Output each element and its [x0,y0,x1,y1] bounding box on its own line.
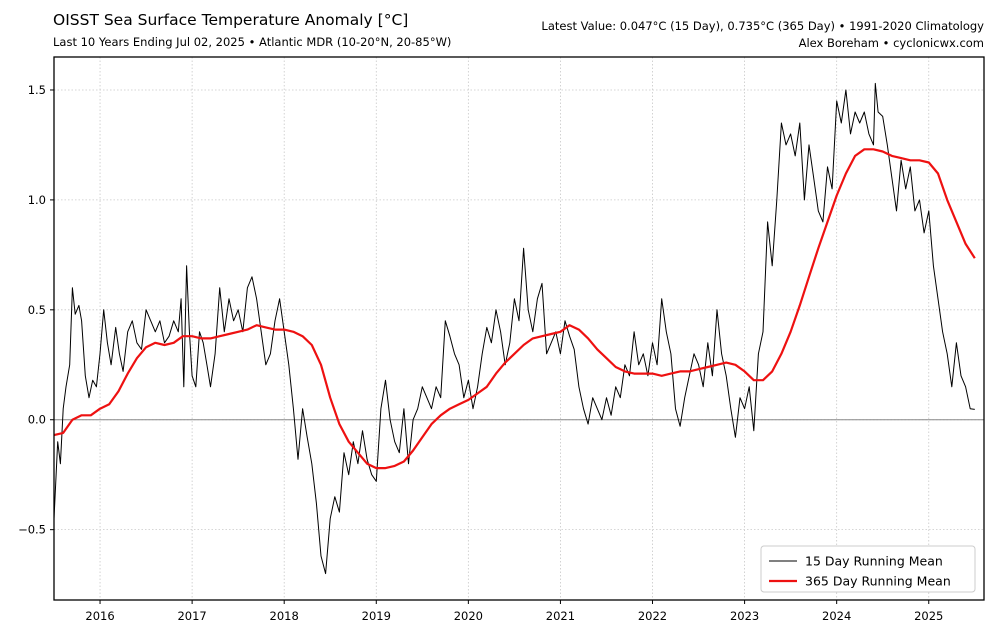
chart-title: OISST Sea Surface Temperature Anomaly [°… [53,11,409,29]
chart-info: Latest Value: 0.047°C (15 Day), 0.735°C … [541,18,984,52]
series-line-15-day [53,82,975,575]
x-tick-label: 2019 [362,609,391,623]
legend-label: 365 Day Running Mean [805,574,951,589]
series-line-365-day [53,148,976,470]
y-tick-label: 1.0 [28,193,46,207]
legend-box [760,545,976,593]
legend: 15 Day Running Mean 365 Day Running Mean [760,545,976,593]
plot-frame [53,56,985,601]
x-tick-label: 2018 [270,609,299,623]
axes: 2016 2017 2018 2019 2020 2021 2022 2023 2024 2025… [18,83,943,623]
x-tick-label: 2020 [454,609,483,623]
x-tick-label: 2024 [822,609,851,623]
x-tick-label: 2022 [638,609,667,623]
x-tick-label: 2025 [914,609,943,623]
y-tick-label: 1.5 [28,83,46,97]
credit-text: Alex Boreham • cyclonicwx.com [798,36,984,50]
x-tick-label: 2023 [730,609,759,623]
x-tick-label: 2016 [85,609,114,623]
grid [54,57,984,600]
chart-subtitle: Last 10 Years Ending Jul 02, 2025 • Atla… [53,35,452,49]
legend-label: 15 Day Running Mean [805,554,943,569]
y-tick-label: 0.5 [28,303,46,317]
latest-value-text: Latest Value: 0.047°C (15 Day), 0.735°C … [541,19,984,33]
y-tick-label: −0.5 [18,523,46,537]
series-group [53,82,976,575]
x-tick-label: 2017 [177,609,206,623]
y-tick-label: 0.0 [28,413,46,427]
x-tick-label: 2021 [546,609,575,623]
